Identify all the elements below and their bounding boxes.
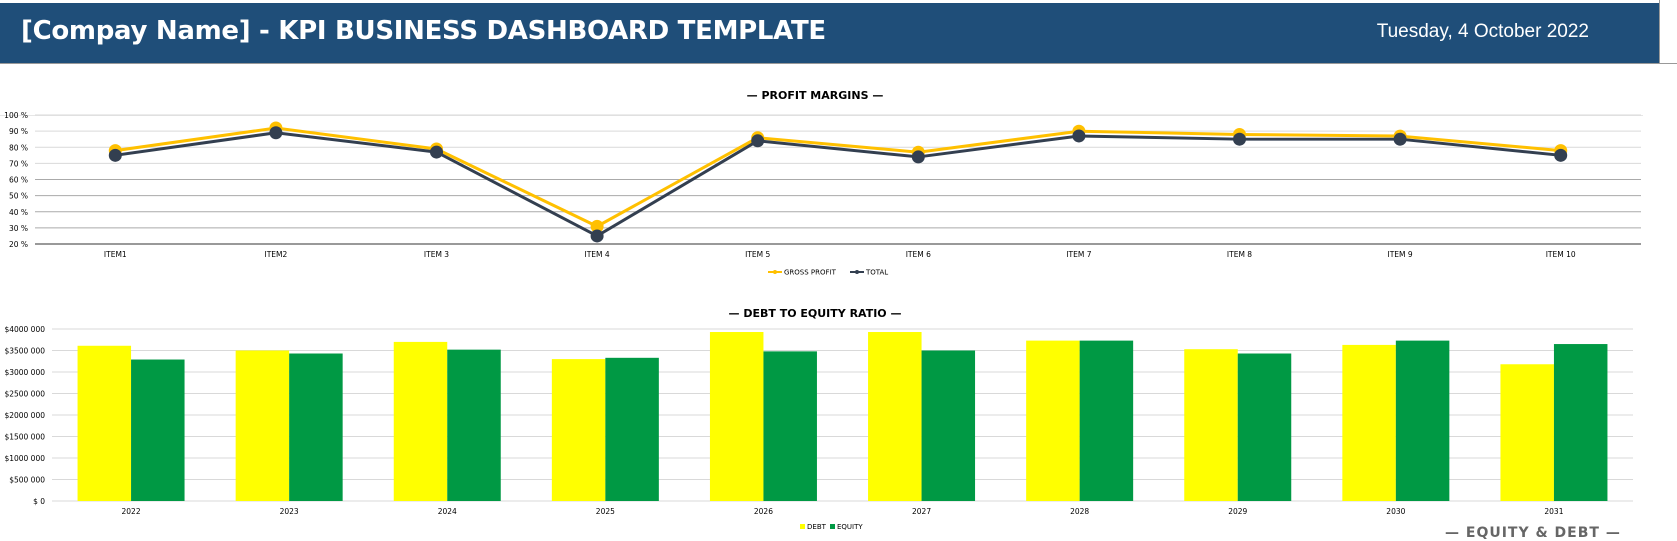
y-tick-label: $2000 000 — [4, 411, 45, 420]
bar-chart-title: — DEBT TO EQUITY RATIO — — [729, 307, 902, 320]
data-point — [590, 219, 604, 233]
y-tick-label: 90 % — [9, 127, 28, 136]
legend-label: EQUITY — [837, 523, 863, 531]
x-tick-label: 2024 — [438, 507, 457, 516]
data-point — [590, 229, 604, 243]
x-tick-label: 2026 — [754, 507, 773, 516]
y-tick-label: 100 % — [4, 111, 28, 120]
dashboard-title: [Compay Name] - KPI BUSINESS DASHBOARD T… — [21, 16, 826, 46]
data-point — [1393, 132, 1407, 146]
series-line-total — [115, 131, 1561, 238]
y-tick-label: $500 000 — [9, 476, 45, 485]
header-right-border — [1659, 0, 1660, 64]
x-tick-label: 2031 — [1544, 507, 1563, 516]
x-tick-label: ITEM 6 — [906, 250, 931, 259]
bar-equity — [1237, 353, 1292, 501]
dashboard-header: [Compay Name] - KPI BUSINESS DASHBOARD T… — [0, 3, 1659, 63]
x-tick-label: 2022 — [122, 507, 141, 516]
x-tick-label: ITEM 3 — [424, 250, 449, 259]
bar-equity — [289, 353, 343, 501]
y-tick-label: 40 % — [9, 208, 28, 217]
bar-debt — [393, 341, 448, 501]
bar-equity — [1553, 344, 1608, 501]
y-tick-label: $3500 000 — [4, 347, 45, 356]
y-tick-label: 30 % — [9, 224, 28, 233]
bar-equity — [1079, 340, 1134, 501]
bar-equity — [447, 349, 501, 501]
bar-debt — [1342, 344, 1396, 501]
data-point — [911, 150, 925, 164]
data-point — [1233, 132, 1246, 146]
data-point — [1554, 148, 1568, 162]
legend-marker — [773, 270, 777, 274]
y-tick-label: $ 0 — [33, 497, 45, 506]
bar-equity — [1395, 340, 1450, 501]
bar-debt — [77, 345, 132, 501]
data-point — [430, 145, 443, 159]
bar-equity — [605, 357, 659, 501]
data-point — [108, 148, 122, 162]
legend-label: TOTAL — [865, 269, 888, 277]
x-tick-label: 2028 — [1070, 507, 1089, 516]
data-point — [1072, 129, 1086, 143]
data-point — [751, 134, 765, 148]
x-tick-label: ITEM 10 — [1546, 250, 1576, 259]
series-line-gross-profit — [115, 126, 1561, 229]
y-tick-label: $1000 000 — [4, 454, 45, 463]
y-tick-label: 80 % — [9, 143, 28, 152]
x-tick-label: 2027 — [912, 507, 931, 516]
y-tick-label: 50 % — [9, 192, 28, 201]
x-tick-label: ITEM1 — [104, 250, 127, 259]
y-tick-label: $2500 000 — [4, 390, 45, 399]
x-tick-label: 2025 — [596, 507, 615, 516]
bar-equity — [921, 350, 976, 501]
x-tick-label: 2023 — [280, 507, 299, 516]
data-point — [269, 126, 283, 140]
dashboard-date: Tuesday, 4 October 2022 — [1376, 21, 1589, 42]
bar-debt — [868, 332, 922, 501]
y-tick-label: $3000 000 — [4, 368, 45, 377]
legend-marker — [855, 270, 859, 274]
bar-equity — [131, 359, 185, 501]
line-chart-title: — PROFIT MARGINS — — [747, 89, 884, 102]
x-tick-label: ITEM 4 — [585, 250, 610, 259]
bar-debt — [709, 332, 764, 501]
x-tick-label: ITEM 8 — [1227, 250, 1252, 259]
bar-debt — [1026, 340, 1080, 501]
legend-swatch — [830, 524, 835, 529]
bar-debt — [551, 359, 606, 501]
x-tick-label: 2029 — [1228, 507, 1247, 516]
legend-label: DEBT — [807, 523, 827, 531]
bar-debt — [1184, 349, 1238, 501]
y-tick-label: 60 % — [9, 176, 28, 185]
legend-swatch — [800, 524, 805, 529]
bar-debt — [235, 350, 290, 501]
bar-equity — [763, 351, 817, 501]
y-tick-label: 70 % — [9, 159, 28, 168]
y-tick-label: 20 % — [9, 240, 28, 249]
x-tick-label: ITEM 9 — [1388, 250, 1413, 259]
y-tick-label: $1500 000 — [4, 433, 45, 442]
header-divider — [0, 63, 1677, 64]
bar-debt — [1500, 364, 1554, 501]
legend-label: GROSS PROFIT — [784, 269, 837, 277]
y-tick-label: $4000 000 — [4, 325, 45, 334]
equity-debt-section-label: — EQUITY & DEBT — — [1445, 525, 1621, 541]
x-tick-label: ITEM 5 — [745, 250, 770, 259]
x-tick-label: ITEM2 — [265, 250, 288, 259]
x-tick-label: 2030 — [1386, 507, 1405, 516]
x-tick-label: ITEM 7 — [1066, 250, 1091, 259]
